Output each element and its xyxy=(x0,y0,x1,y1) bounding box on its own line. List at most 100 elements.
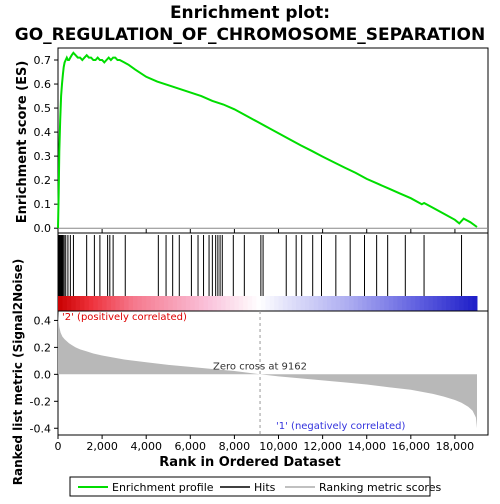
rank-bar-segment xyxy=(331,296,337,311)
rank-bar-segment xyxy=(58,296,63,311)
rank-bar-segment xyxy=(269,296,275,311)
es-y-tick-label: 0.5 xyxy=(34,102,52,115)
rank-bar-segment xyxy=(318,296,324,311)
es-y-axis-label: Enrichment score (ES) xyxy=(15,61,30,224)
es-y-tick-label: 0.4 xyxy=(34,126,52,139)
legend: Enrichment profile Hits Ranking metric s… xyxy=(69,476,441,497)
rank-bar-segment xyxy=(357,296,363,311)
rank-bar-segment xyxy=(282,296,288,311)
rank-bar-segment xyxy=(265,296,271,311)
rank-bar-segment xyxy=(327,296,332,311)
rank-bar-segment xyxy=(432,296,438,311)
rank-bar-segment xyxy=(221,296,227,311)
negative-correlation-label: '1' (negatively correlated) xyxy=(276,421,405,432)
rank-bar-segment xyxy=(185,296,191,311)
rank-bar-segment xyxy=(216,296,222,311)
x-tick-label: 14,000 xyxy=(347,440,386,453)
rank-bar-segment xyxy=(406,296,412,311)
rank-bar-segment xyxy=(415,296,421,311)
rank-bar-segment xyxy=(313,296,319,311)
rank-bar-segment xyxy=(247,296,253,311)
rank-bar-segment xyxy=(106,296,112,311)
x-axis: 0 2,000 4,000 6,000 8,000 10,000 12,000 14,000 1… xyxy=(55,435,474,453)
rank-bar-segment xyxy=(225,296,231,311)
rank-bar-segment xyxy=(163,296,169,311)
rank-bar-segment xyxy=(260,296,266,311)
rank-bar-segment xyxy=(274,296,280,311)
rank-color-bar xyxy=(58,296,478,311)
es-y-tick-label: 0.2 xyxy=(34,174,52,187)
rank-bar-segment xyxy=(300,296,306,311)
rank-bar-segment xyxy=(472,296,478,311)
rank-bar-segment xyxy=(71,296,77,311)
es-y-axis: 0.0 0.1 0.2 0.3 0.4 0.5 0.6 0.7 xyxy=(34,54,58,235)
rank-bar-segment xyxy=(353,296,359,311)
rank-bar-segment xyxy=(379,296,385,311)
rank-bar-segment xyxy=(110,296,116,311)
rank-bar-segment xyxy=(397,296,403,311)
x-tick-label: 16,000 xyxy=(392,440,431,453)
rank-bar-segment xyxy=(97,296,103,311)
rank-bar-segment xyxy=(256,296,262,311)
zero-cross-label: Zero cross at 9162 xyxy=(213,362,307,373)
es-y-tick-label: 0.0 xyxy=(34,222,52,235)
ranking-metric-area xyxy=(58,312,477,429)
rank-bar-segment xyxy=(454,296,460,311)
rank-bar-segment xyxy=(388,296,394,311)
x-tick-label: 12,000 xyxy=(303,440,342,453)
x-tick-label: 8,000 xyxy=(219,440,251,453)
rank-bar-segment xyxy=(366,296,372,311)
rank-bar-segment xyxy=(66,296,72,311)
rank-bar-segment xyxy=(132,296,138,311)
rank-bar-segment xyxy=(115,296,121,311)
metric-y-axis: 0.4 0.2 0.0 -0.2 -0.4 xyxy=(30,314,58,435)
rank-bar-segment xyxy=(463,296,469,311)
rank-bar-segment xyxy=(296,296,302,311)
rank-bar-segment xyxy=(287,296,293,311)
rank-bar-segment xyxy=(375,296,381,311)
rank-bar-segment xyxy=(80,296,85,311)
rank-bar-segment xyxy=(146,296,152,311)
rank-bar-segment xyxy=(172,296,178,311)
rank-bar-segment xyxy=(410,296,416,311)
rank-bar-segment xyxy=(278,296,284,311)
rank-bar-segment xyxy=(84,296,90,311)
rank-bar-segment xyxy=(190,296,196,311)
legend-metric-label: Ranking metric scores xyxy=(319,481,441,494)
rank-bar-segment xyxy=(159,296,165,311)
hits-marks xyxy=(58,235,463,296)
rank-bar-segment xyxy=(207,296,213,311)
es-panel-frame xyxy=(57,47,489,234)
rank-bar-segment xyxy=(335,296,341,311)
legend-hits-label: Hits xyxy=(254,481,276,494)
rank-bar-segment xyxy=(124,296,130,311)
rank-bar-segment xyxy=(141,296,147,311)
rank-bar-segment xyxy=(419,296,425,311)
x-tick-label: 6,000 xyxy=(175,440,207,453)
chart-title-line1: Enrichment plot: xyxy=(170,3,330,23)
metric-y-tick-label: -0.2 xyxy=(30,395,51,408)
es-x-ticks xyxy=(57,229,456,233)
rank-bar-segment xyxy=(150,296,156,311)
rank-bar-segment xyxy=(128,296,134,311)
rank-bar-segment xyxy=(437,296,443,311)
rank-bar-segment xyxy=(450,296,456,311)
metric-y-axis-label: Ranked list metric (Signal2Noise) xyxy=(11,259,25,486)
rank-bar-segment xyxy=(230,296,235,311)
rank-bar-segment xyxy=(362,296,368,311)
metric-y-tick-label: 0.4 xyxy=(34,314,52,327)
rank-bar-segment xyxy=(177,296,182,311)
rank-bar-segment xyxy=(137,296,143,311)
metric-y-tick-label: 0.2 xyxy=(34,341,52,354)
rank-bar-segment xyxy=(371,296,377,311)
rank-bar-segment xyxy=(309,296,315,311)
positive-correlation-label: '2' (positively correlated) xyxy=(62,312,187,323)
rank-bar-segment xyxy=(349,296,354,311)
rank-bar-segment xyxy=(102,296,108,311)
x-tick-label: 0 xyxy=(55,440,62,453)
rank-bar-segment xyxy=(238,296,244,311)
es-y-tick-label: 0.6 xyxy=(34,78,52,91)
rank-bar-segment xyxy=(424,296,429,311)
x-axis-label: Rank in Ordered Dataset xyxy=(159,455,340,470)
